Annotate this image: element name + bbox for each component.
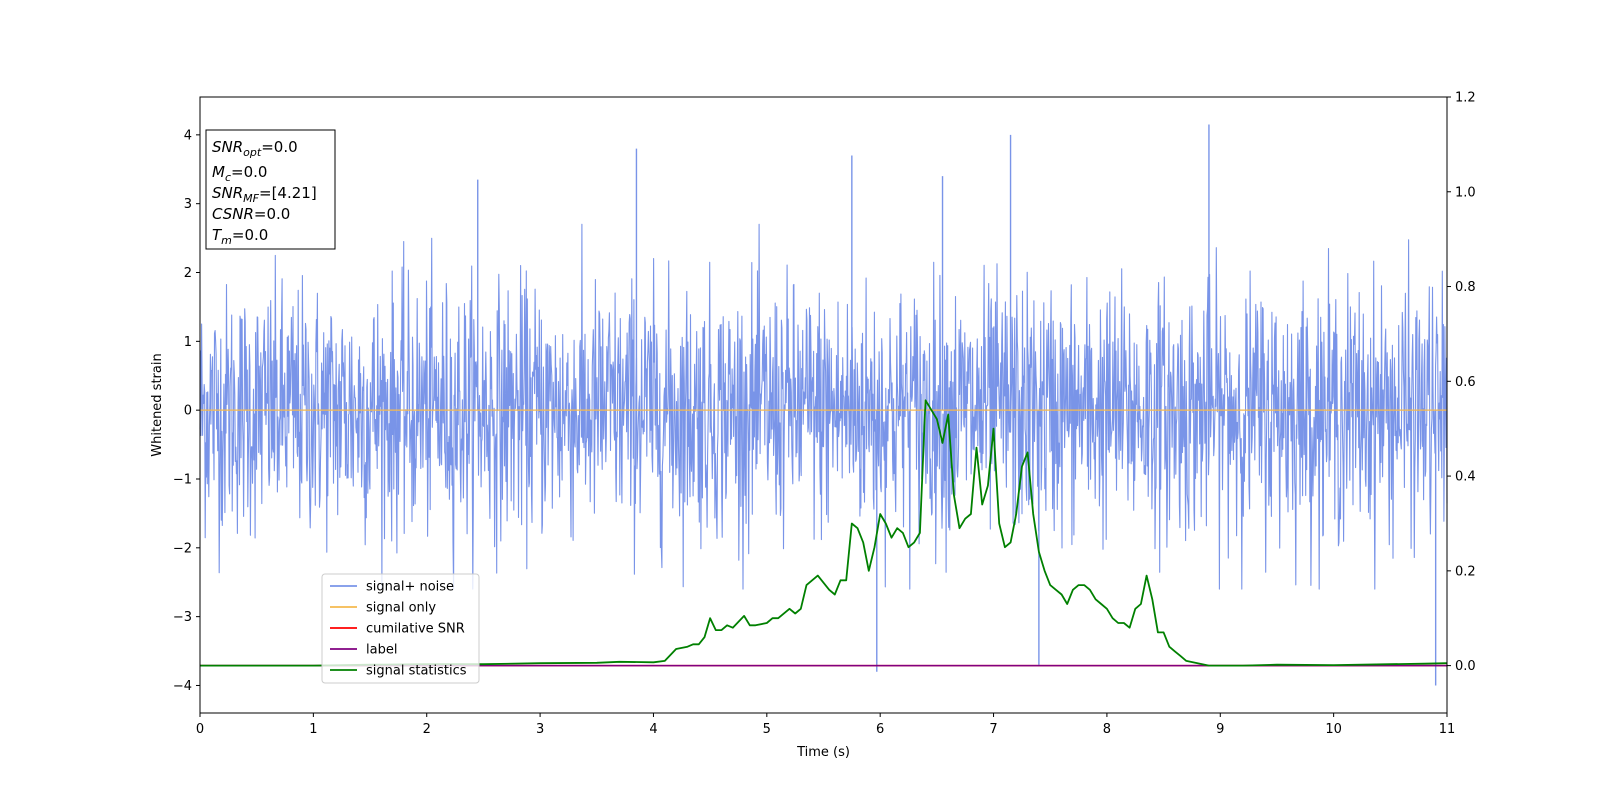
y2-tick-label: 0.6 xyxy=(1455,375,1476,390)
series-signal-statistics xyxy=(200,399,1448,667)
x-tick-label: 7 xyxy=(989,722,997,737)
y-tick-label: −4 xyxy=(173,679,192,694)
x-tick-label: 6 xyxy=(876,722,884,737)
y2-tick-label: 1.0 xyxy=(1455,185,1476,200)
x-tick-label: 0 xyxy=(196,722,204,737)
x-tick-label: 11 xyxy=(1439,722,1456,737)
y2-tick-label: 1.2 xyxy=(1455,91,1476,106)
y-tick-label: −3 xyxy=(173,610,192,625)
legend: signal+ noise signal only cumilative SNR la… xyxy=(321,573,480,684)
stats-line: Mc=0.0 xyxy=(212,163,267,184)
x-tick-label: 3 xyxy=(536,722,544,737)
axes-frame xyxy=(199,96,1448,714)
x-tick-label: 5 xyxy=(763,722,771,737)
y-axis-ticks: 4 3 2 1 0 −1 −2 −3 −4 xyxy=(173,128,200,694)
y2-tick-label: 0.2 xyxy=(1455,564,1476,579)
stats-line: SNRMF=[4.21] xyxy=(212,184,317,205)
x-axis-label: Time (s) xyxy=(796,745,850,760)
y2-tick-label: 0.8 xyxy=(1455,280,1476,295)
y2-tick-label: 0.0 xyxy=(1455,659,1476,674)
y-tick-label: 4 xyxy=(184,128,192,143)
x-tick-label: 1 xyxy=(309,722,317,737)
x-tick-label: 8 xyxy=(1103,722,1111,737)
x-axis-ticks: 0 1 2 3 4 5 6 7 8 9 10 11 xyxy=(196,713,1455,737)
y-tick-label: −1 xyxy=(173,472,192,487)
stats-line: SNRopt=0.0 xyxy=(212,138,298,159)
x-tick-label: 10 xyxy=(1325,722,1342,737)
legend-label: signal statistics xyxy=(366,664,467,679)
y-tick-label: −2 xyxy=(173,541,192,556)
y-tick-label: 2 xyxy=(184,266,192,281)
y-axis-label: Whitened strain xyxy=(150,353,165,456)
stats-box-frame xyxy=(205,129,336,250)
x-tick-label: 2 xyxy=(423,722,431,737)
y2-tick-label: 0.4 xyxy=(1455,470,1476,485)
legend-frame xyxy=(321,573,480,684)
stats-line: Tm=0.0 xyxy=(212,226,268,247)
stats-line: CSNR=0.0 xyxy=(212,205,290,223)
x-tick-label: 9 xyxy=(1216,722,1224,737)
y-tick-label: 1 xyxy=(184,335,192,350)
legend-label: cumilative SNR xyxy=(366,622,465,637)
legend-label: label xyxy=(366,643,397,658)
y-tick-label: 0 xyxy=(184,404,192,419)
legend-label: signal only xyxy=(366,601,436,616)
series-signal-noise xyxy=(199,223,1448,590)
y2-axis-ticks: 1.2 1.0 0.8 0.6 0.4 0.2 0.0 xyxy=(1447,91,1476,674)
x-tick-label: 4 xyxy=(649,722,657,737)
y-tick-label: 3 xyxy=(184,197,192,212)
legend-label: signal+ noise xyxy=(366,580,454,595)
